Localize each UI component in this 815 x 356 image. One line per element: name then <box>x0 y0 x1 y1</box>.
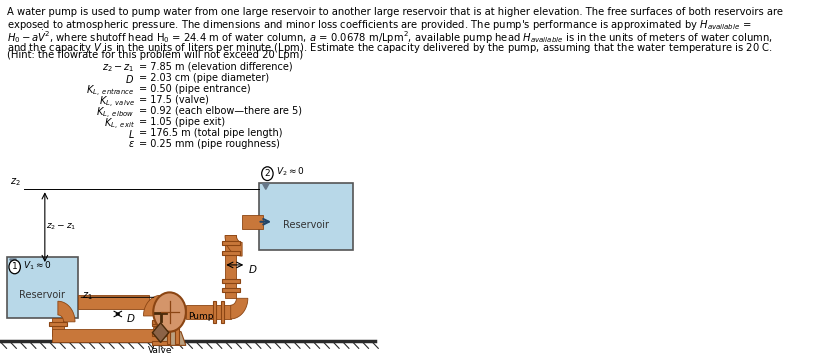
Bar <box>242 215 263 229</box>
Bar <box>222 251 240 255</box>
Text: = 1.05 (pipe exit): = 1.05 (pipe exit) <box>139 117 225 127</box>
Bar <box>213 301 216 323</box>
Polygon shape <box>225 235 242 256</box>
Bar <box>225 235 236 298</box>
Text: $D$: $D$ <box>126 73 134 85</box>
Bar <box>222 279 240 283</box>
Bar <box>222 288 240 292</box>
Bar <box>222 241 240 245</box>
Text: Valve: Valve <box>148 346 173 355</box>
Text: = 0.92 (each elbow—there are 5): = 0.92 (each elbow—there are 5) <box>139 106 302 116</box>
Text: = 17.5 (valve): = 17.5 (valve) <box>139 95 209 105</box>
Text: (Hint: the flowrate for this problem will not exceed 20 Lpm): (Hint: the flowrate for this problem wil… <box>7 50 302 60</box>
Polygon shape <box>58 301 75 322</box>
Polygon shape <box>143 295 161 316</box>
Bar <box>152 322 170 326</box>
Bar <box>155 316 166 320</box>
Bar <box>167 323 170 344</box>
Bar <box>152 320 170 324</box>
Polygon shape <box>152 323 169 342</box>
Circle shape <box>153 292 186 332</box>
Polygon shape <box>231 298 248 319</box>
Bar <box>175 323 178 344</box>
Polygon shape <box>153 332 186 345</box>
Text: $H_0 - a\dot{V}^2$, where shutoff head H$_0$ = 24.4 m of water column, $a$ = 0.0: $H_0 - a\dot{V}^2$, where shutoff head H… <box>7 28 773 46</box>
Text: = 0.25 mm (pipe roughness): = 0.25 mm (pipe roughness) <box>139 139 280 149</box>
Text: = 176.5 m (total pipe length): = 176.5 m (total pipe length) <box>139 128 282 138</box>
Text: = 0.50 (pipe entrance): = 0.50 (pipe entrance) <box>139 84 250 94</box>
Text: Pump: Pump <box>188 313 214 321</box>
Text: $L$: $L$ <box>128 128 134 140</box>
Bar <box>7 257 78 318</box>
Text: $z_2-z_1$: $z_2-z_1$ <box>46 222 77 232</box>
Text: $K_{L,\ exit}$: $K_{L,\ exit}$ <box>104 117 134 132</box>
Polygon shape <box>10 259 16 265</box>
Text: $D$: $D$ <box>126 312 135 324</box>
Text: $V_1 \approx 0$: $V_1 \approx 0$ <box>23 259 51 272</box>
Text: exposed to atmospheric pressure. The dimensions and minor loss coefficients are : exposed to atmospheric pressure. The dim… <box>7 18 751 32</box>
Bar <box>186 305 231 319</box>
Text: $z_2$: $z_2$ <box>10 177 20 188</box>
Text: $K_{L,\ elbow}$: $K_{L,\ elbow}$ <box>96 106 134 121</box>
Text: = 2.03 cm (pipe diameter): = 2.03 cm (pipe diameter) <box>139 73 269 83</box>
Bar <box>52 318 64 336</box>
Text: $z_2-z_1$: $z_2-z_1$ <box>102 62 134 74</box>
Text: and the capacity $\dot{V}$ is in the units of liters per minute (Lpm). Estimate : and the capacity $\dot{V}$ is in the uni… <box>7 39 772 56</box>
Text: $K_{L,\ valve}$: $K_{L,\ valve}$ <box>99 95 134 110</box>
Text: $V_2 \approx 0$: $V_2 \approx 0$ <box>275 166 304 178</box>
Text: 2: 2 <box>265 169 271 178</box>
Text: Reservoir: Reservoir <box>20 290 65 300</box>
Text: $K_{L,\ entrance}$: $K_{L,\ entrance}$ <box>86 84 134 99</box>
Bar <box>221 301 224 323</box>
Bar <box>153 327 161 340</box>
Text: $D$: $D$ <box>248 263 258 275</box>
Circle shape <box>9 260 20 274</box>
Text: 1: 1 <box>11 262 18 271</box>
Text: Reservoir: Reservoir <box>283 220 329 230</box>
Bar <box>259 183 353 250</box>
Text: $\varepsilon$: $\varepsilon$ <box>128 139 134 149</box>
Bar <box>52 329 161 342</box>
Polygon shape <box>161 299 178 320</box>
Bar <box>78 295 149 309</box>
Bar <box>49 322 67 326</box>
Bar <box>152 341 170 345</box>
Text: = 7.85 m (elevation difference): = 7.85 m (elevation difference) <box>139 62 293 72</box>
Text: A water pump is used to pump water from one large reservoir to another large res: A water pump is used to pump water from … <box>7 7 782 17</box>
Polygon shape <box>262 183 269 189</box>
Circle shape <box>262 167 273 180</box>
Text: $z_1$: $z_1$ <box>82 290 93 302</box>
Bar <box>152 332 170 336</box>
